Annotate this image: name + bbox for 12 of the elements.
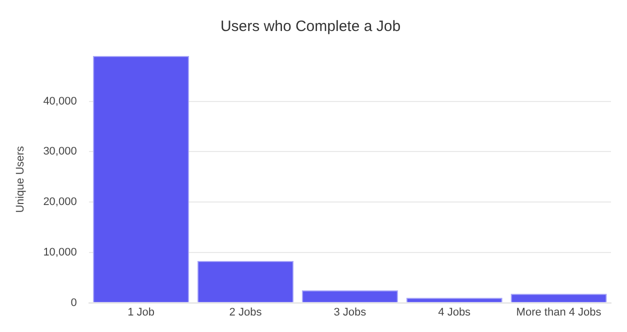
y-axis-title: Unique Users [14, 146, 27, 213]
y-tick-label: 10,000 [43, 246, 77, 258]
x-tick-label: 4 Jobs [438, 306, 472, 318]
chart-title: Users who Complete a Job [220, 18, 401, 36]
y-tick-label: 20,000 [43, 196, 77, 208]
y-tick-label: 0 [70, 296, 77, 309]
x-tick-label: 2 Jobs [229, 306, 262, 318]
x-tick-label: More than 4 Jobs [516, 306, 602, 318]
y-tick-label: 30,000 [43, 146, 77, 158]
y-tick-label: 40,000 [43, 95, 77, 108]
x-tick-label: 3 Jobs [334, 306, 367, 318]
x-tick-label: 1 Job [128, 306, 155, 318]
